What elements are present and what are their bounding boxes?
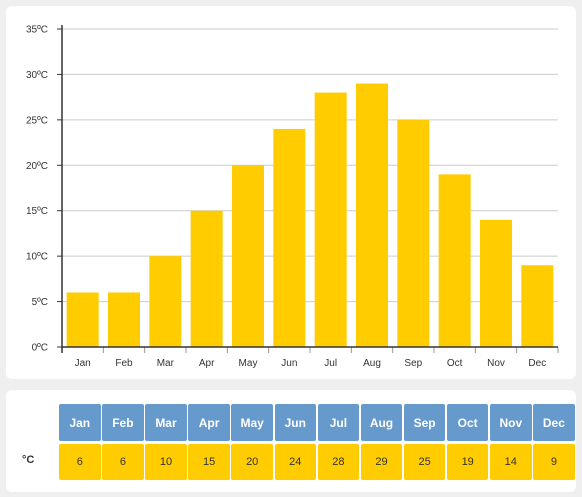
table-header-cell: May: [231, 404, 273, 441]
x-tick-label: Mar: [157, 358, 175, 369]
table-header-cell: Aug: [360, 404, 403, 441]
bar: [480, 219, 512, 347]
table-value-cell: 25: [403, 444, 446, 480]
bar: [232, 165, 264, 347]
table-value-cell: 20: [231, 444, 273, 480]
unit-label: °C: [22, 454, 35, 466]
table-header-cell: Jul: [317, 404, 360, 441]
x-tick-label: May: [239, 358, 258, 369]
bar: [314, 92, 347, 347]
x-tick-label: Nov: [487, 358, 505, 369]
y-tick-label: 30ºC: [26, 70, 48, 81]
y-tick-label: 5ºC: [32, 297, 48, 308]
x-tick-label: Apr: [199, 358, 215, 369]
y-tick-label: 0ºC: [32, 343, 48, 354]
table-value-cell: 14: [490, 444, 532, 480]
x-tick-label: Feb: [115, 358, 133, 369]
bar: [190, 210, 223, 347]
table-value-cell: 15: [188, 444, 230, 480]
table-value-cell: 9: [533, 444, 575, 480]
table-value-cell: 19: [446, 444, 489, 480]
table-header-cell: Jun: [274, 404, 317, 441]
table-value-cell: 10: [145, 444, 187, 480]
table-header-cell: Apr: [188, 404, 230, 441]
bar: [521, 265, 554, 347]
bar: [397, 119, 430, 347]
table-value-cell: 6: [102, 444, 144, 480]
bar: [66, 292, 99, 347]
x-tick-label: Sep: [404, 358, 422, 369]
x-tick-label: Jun: [281, 358, 297, 369]
y-tick-label: 15ºC: [26, 206, 48, 217]
bar: [356, 83, 388, 347]
y-tick-label: 35ºC: [26, 25, 48, 36]
table-header-cell: Jan: [59, 404, 101, 441]
table-header-cell: Mar: [145, 404, 187, 441]
bar: [108, 292, 140, 347]
table-value-cell: 29: [360, 444, 403, 480]
x-tick-label: Oct: [447, 358, 463, 369]
table-value-cell: 24: [274, 444, 317, 480]
table-header-cell: Oct: [446, 404, 489, 441]
table-header-cell: Sep: [403, 404, 446, 441]
bar: [438, 174, 471, 347]
x-tick-label: Jan: [75, 358, 91, 369]
table-header-cell: Dec: [533, 404, 575, 441]
temperature-bar-chart: 0ºC 5ºC 10ºC 15ºC 20ºC 25ºC 30ºC 35ºC Jan Feb Mar A…: [26, 25, 559, 369]
x-tick-label: Jul: [324, 358, 337, 369]
x-tick-label: Aug: [363, 358, 381, 369]
y-tick-label: 20ºC: [26, 161, 48, 172]
table-header-cell: Feb: [102, 404, 144, 441]
table-value-cell: 28: [317, 444, 360, 480]
bar: [149, 256, 182, 347]
y-tick-label: 25ºC: [26, 115, 48, 126]
bar: [273, 128, 306, 347]
x-tick-label: Dec: [528, 358, 546, 369]
y-tick-label: 10ºC: [26, 252, 48, 263]
table-header-cell: Nov: [490, 404, 532, 441]
table-value-cell: 6: [59, 444, 101, 480]
